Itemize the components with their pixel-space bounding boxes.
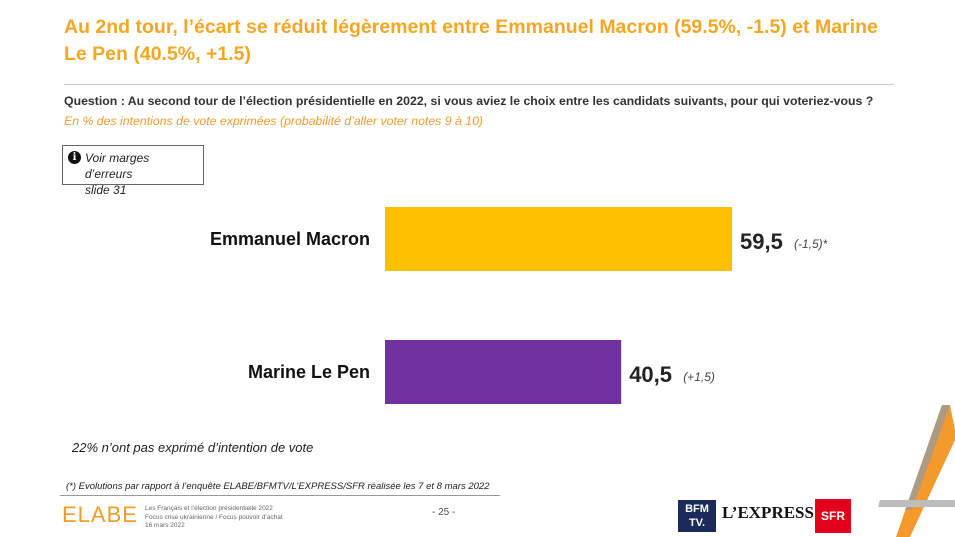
title-divider: [64, 84, 894, 85]
note-line-1: Voir marges d’erreurs: [85, 151, 150, 181]
page-title: Au 2nd tour, l’écart se réduit légèremen…: [64, 16, 878, 65]
elabe-logo: ELABE: [62, 502, 138, 527]
value-label: 59,5: [740, 229, 783, 254]
note-line-2: slide 31: [85, 183, 127, 197]
value-label: 40,5: [629, 362, 672, 387]
footer-line-3: 16 mars 2022: [145, 522, 185, 529]
lexpress-logo: L’EXPRESS: [722, 503, 814, 522]
bfmtv-logo: BFM TV.: [678, 500, 716, 532]
change-label: (+1,5): [683, 370, 715, 384]
deco-crossbar: [878, 500, 955, 507]
page-number: - 25 -: [432, 507, 456, 518]
category-label: Emmanuel Macron: [210, 229, 370, 249]
bfm-text: BFM: [685, 503, 709, 515]
bar-macron: [385, 207, 732, 271]
error-margin-note: i Voir marges d’erreurs slide 31: [62, 145, 204, 197]
footer-divider: [60, 495, 500, 496]
tv-text: TV.: [688, 517, 706, 529]
question-text: Question : Au second tour de l’élection …: [64, 94, 874, 108]
change-label: (-1,5)*: [794, 237, 828, 251]
subtitle-text: En % des intentions de vote exprimées (p…: [64, 114, 484, 128]
non-expressed-note: 22% n’ont pas exprimé d’intention de vot…: [72, 440, 314, 455]
category-label: Marine Le Pen: [248, 362, 370, 382]
footer-info: Les Français et l’élection présidentiell…: [145, 505, 283, 531]
footer-line-1: Les Français et l’élection présidentiell…: [145, 505, 273, 512]
sfr-logo: SFR: [815, 499, 851, 533]
decorative-a-shape: [878, 405, 955, 537]
deco-grey-stroke: [905, 405, 950, 510]
footnote: (*) Evolutions par rapport à l’enquête E…: [66, 481, 490, 492]
footer-line-2: Focus crise ukrainienne / Focus pouvoir …: [145, 513, 283, 521]
bar-lepen: [385, 340, 622, 404]
info-icon: i: [68, 151, 81, 164]
